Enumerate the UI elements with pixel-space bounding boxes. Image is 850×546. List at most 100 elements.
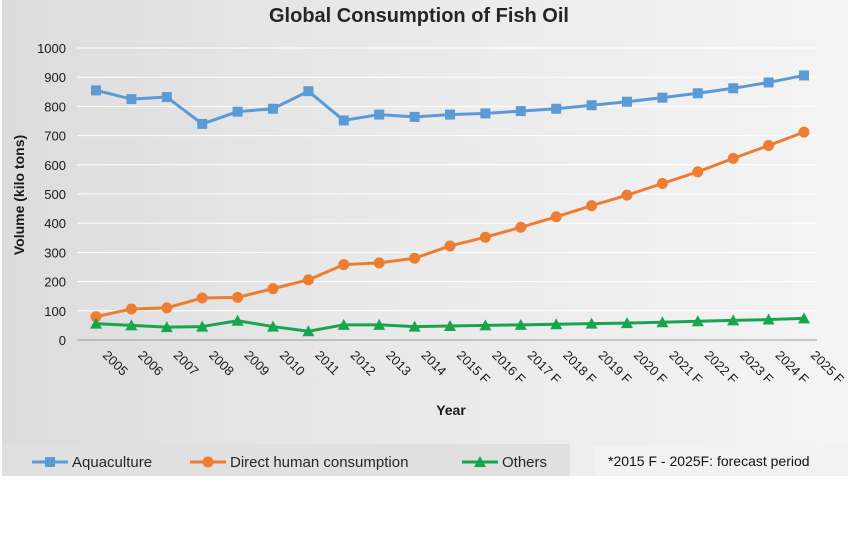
y-tick-label: 800 (44, 99, 66, 114)
data-point (444, 319, 456, 331)
data-point (302, 274, 314, 286)
legend-item: Others (462, 454, 547, 471)
data-point (231, 314, 244, 326)
legend-marker (45, 457, 55, 467)
forecast-note: *2015 F - 2025F: forecast period (594, 446, 848, 476)
data-point (268, 103, 278, 114)
data-point (160, 321, 173, 333)
data-point (550, 211, 562, 223)
data-point (656, 316, 669, 328)
data-point (728, 83, 739, 94)
y-tick-label: 600 (44, 158, 66, 173)
data-point (657, 92, 668, 103)
data-point (338, 115, 349, 126)
data-point (338, 259, 350, 271)
data-point (621, 317, 633, 329)
x-tick-label: 2008 (206, 348, 237, 379)
data-point (479, 231, 491, 243)
chart-area: Global Consumption of Fish Oil 0 100 200 30… (2, 0, 848, 476)
y-tick-label: 100 (44, 304, 66, 319)
data-point (302, 325, 315, 337)
y-tick-label: 0 (59, 333, 66, 348)
x-tick-label: 2019 F (595, 348, 634, 387)
data-point (373, 257, 385, 269)
data-point (337, 318, 350, 330)
data-point (762, 313, 775, 325)
y-tick-label: 1000 (37, 41, 66, 56)
data-point (197, 118, 208, 129)
data-point (514, 318, 527, 330)
series-lines (90, 70, 810, 337)
x-tick-label: 2015 F (454, 348, 493, 387)
y-tick-label: 700 (44, 129, 66, 144)
x-tick-label: 2018 F (560, 348, 599, 387)
x-tick-label: 2024 F (772, 348, 811, 387)
data-point (408, 320, 421, 332)
x-tick-label: 2021 F (666, 348, 705, 387)
x-tick-label: 2020 F (631, 348, 670, 387)
legend: Aquaculture Direct human consumption Other… (2, 444, 570, 476)
x-tick-label: 2014 (418, 348, 449, 379)
series-others (90, 312, 810, 337)
data-point (232, 291, 244, 303)
data-point (232, 106, 243, 117)
data-point (90, 317, 102, 329)
y-axis-label: Volume (kilo tons) (11, 135, 27, 255)
data-point (799, 70, 809, 81)
y-tick-label: 400 (44, 216, 66, 231)
x-tick-label: 2022 F (702, 348, 741, 387)
y-tick-label: 200 (44, 275, 66, 290)
data-point (798, 312, 810, 324)
data-point (656, 177, 668, 189)
data-point (692, 88, 703, 99)
data-point (798, 126, 810, 138)
x-tick-label: 2023 F (737, 348, 776, 387)
note-text: *2015 F - 2025F: forecast period (608, 453, 810, 469)
note-background (594, 446, 848, 476)
x-axis-label: Year (436, 402, 466, 418)
data-point (409, 111, 420, 122)
data-point (445, 109, 455, 120)
data-point (267, 320, 279, 332)
data-point (515, 106, 526, 117)
data-point (196, 292, 208, 304)
data-point (161, 302, 173, 314)
data-point (374, 109, 385, 120)
data-point (480, 108, 491, 119)
y-axis-ticks: 0 100 200 300 400 500 600 700 800 900 1000 (37, 41, 66, 348)
x-tick-label: 2009 (241, 348, 272, 379)
data-point (622, 96, 632, 107)
legend-item: Direct human consumption (190, 454, 408, 471)
legend-marker (474, 456, 486, 467)
chart-title: Global Consumption of Fish Oil (269, 5, 569, 27)
data-point (303, 86, 314, 97)
data-point (586, 100, 597, 111)
data-point (515, 221, 527, 233)
x-tick-label: 2012 (348, 348, 379, 379)
data-point (763, 77, 774, 88)
x-axis-ticks: 2005 2006 2007 2008 2009 2010 2011 2012 2013 2014… (100, 348, 847, 387)
y-tick-label: 500 (44, 187, 66, 202)
x-tick-label: 2010 (277, 348, 308, 379)
x-tick-label: 2007 (171, 348, 202, 379)
data-point (727, 152, 739, 164)
gridlines (77, 47, 817, 341)
legend-label: Direct human consumption (230, 454, 408, 471)
y-tick-label: 900 (44, 70, 66, 85)
legend-background (2, 444, 570, 476)
x-tick-label: 2013 (383, 348, 414, 379)
data-point (586, 200, 598, 212)
data-point (125, 319, 138, 331)
line-chart: Global Consumption of Fish Oil 0 100 200 30… (2, 5, 848, 476)
data-point (125, 303, 137, 315)
x-tick-label: 2016 F (489, 348, 528, 387)
data-point (90, 311, 102, 323)
data-point (691, 315, 704, 327)
x-tick-label: 2005 (100, 348, 131, 379)
data-point (479, 319, 492, 331)
legend-label: Aquaculture (72, 454, 152, 471)
x-tick-label: 2011 (312, 348, 342, 378)
data-point (692, 166, 704, 178)
data-point (621, 189, 633, 201)
data-point (91, 85, 101, 96)
